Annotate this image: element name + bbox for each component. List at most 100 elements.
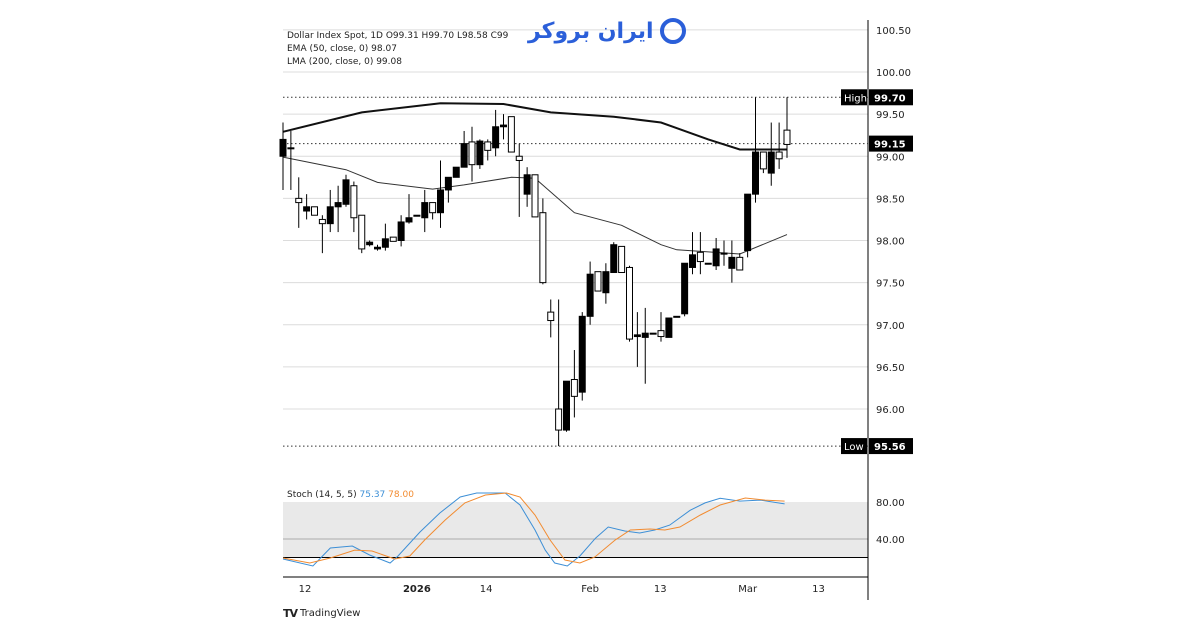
candle-body [389, 236, 397, 242]
candle-body [429, 202, 437, 214]
ema-legend: EMA (50, close, 0) 98.07 [287, 44, 397, 54]
candle-body [484, 141, 492, 151]
candle-body [578, 315, 586, 393]
candle-body [689, 254, 696, 268]
price-tick-label: 99.00 [876, 152, 905, 163]
candle-body [752, 151, 759, 195]
high-label: High [844, 93, 867, 104]
low-price-value: 95.56 [874, 442, 906, 453]
time-tick-label: 13 [812, 584, 825, 595]
tradingview-text: TradingView [300, 608, 361, 619]
candle-body [618, 245, 626, 274]
stoch-tick-label: 40.00 [876, 535, 905, 546]
candle-body [673, 315, 681, 318]
time-tick-label: 2026 [403, 584, 431, 595]
low-label-tag [841, 438, 867, 455]
price-tick-label: 100.00 [876, 68, 911, 79]
price-tick-label: 99.50 [876, 110, 905, 121]
tradingview-icon: TV [283, 607, 298, 620]
candle-body [539, 212, 547, 284]
logo-chart-icon [659, 18, 686, 44]
candle-body [681, 262, 689, 315]
candle-body [405, 217, 413, 223]
candle-body [421, 202, 429, 219]
lma-200-line [282, 102, 787, 151]
candle-body [287, 147, 295, 150]
candle-body [563, 380, 570, 431]
candle-body [626, 266, 633, 340]
candle-body [704, 262, 712, 265]
stoch-d-value: 78.00 [388, 490, 414, 500]
high-label-tag [841, 89, 867, 106]
candle-body [350, 185, 358, 219]
candle-body [767, 151, 775, 174]
high-price-tag [869, 89, 913, 106]
candle-body [775, 151, 783, 160]
last-price-tag [869, 135, 913, 152]
candle-body [492, 126, 500, 149]
stoch-legend: Stoch (14, 5, 5) 75.37 78.00 [287, 490, 414, 500]
candle-body [303, 206, 311, 212]
price-tick-label: 98.00 [876, 237, 905, 248]
candle-body [633, 334, 641, 338]
price-tick-label: 97.50 [876, 279, 905, 290]
candle-body [342, 179, 350, 205]
stoch-tick-label: 80.00 [876, 498, 905, 509]
candle-body [515, 155, 523, 161]
candle-body [744, 193, 752, 252]
candle-body [759, 151, 767, 170]
time-tick-label: 13 [654, 584, 667, 595]
candle-body [397, 221, 405, 241]
candle-body [500, 124, 507, 128]
candle-body [334, 202, 342, 208]
candle-body [444, 176, 452, 191]
candle-body [476, 140, 484, 166]
candle-body [728, 256, 736, 269]
candle-body [326, 206, 334, 225]
candle-body [311, 206, 318, 216]
last-price-value: 99.15 [874, 140, 906, 151]
low-price-tag [869, 438, 913, 455]
candle-body [665, 317, 673, 338]
price-tick-label: 97.00 [876, 321, 905, 332]
stoch-title: Stoch (14, 5, 5) [287, 490, 357, 500]
low-label: Low [844, 442, 864, 453]
candle-body [358, 214, 366, 250]
time-tick-label: 12 [299, 584, 312, 595]
candle-body [783, 129, 791, 145]
candle-body [318, 218, 326, 225]
price-tick-label: 96.00 [876, 405, 905, 416]
ohlc-legend: Dollar Index Spot, 1D O99.31 H99.70 L98.… [287, 31, 509, 41]
candle-body [523, 174, 531, 195]
stoch-d-line [282, 492, 785, 564]
time-tick-label: 14 [480, 584, 493, 595]
candle-body [602, 271, 610, 294]
candle-body [366, 241, 374, 246]
candle-body [531, 174, 539, 218]
candle-body [452, 166, 460, 178]
high-price-value: 99.70 [874, 93, 906, 104]
candle-body [295, 197, 303, 204]
tradingview-logo[interactable]: TV TradingView [283, 607, 360, 620]
candle-body [381, 238, 389, 248]
candle-body [374, 246, 381, 250]
time-tick-label: Mar [738, 584, 758, 595]
candle-body [586, 273, 594, 317]
candle-body [720, 252, 728, 255]
candle-body [570, 379, 578, 397]
candle-body [547, 311, 555, 322]
candle-body [610, 244, 618, 274]
candle-body [736, 256, 744, 271]
candle-body [649, 332, 657, 335]
candle-body [555, 408, 563, 431]
candle-body [712, 248, 720, 267]
candle-body [507, 116, 515, 153]
candle-body [657, 330, 665, 338]
price-tick-label: 96.50 [876, 363, 905, 374]
stoch-k-value: 75.37 [359, 490, 386, 500]
candle-body [696, 251, 704, 263]
candle-body [594, 271, 602, 292]
stoch-band [283, 502, 868, 558]
